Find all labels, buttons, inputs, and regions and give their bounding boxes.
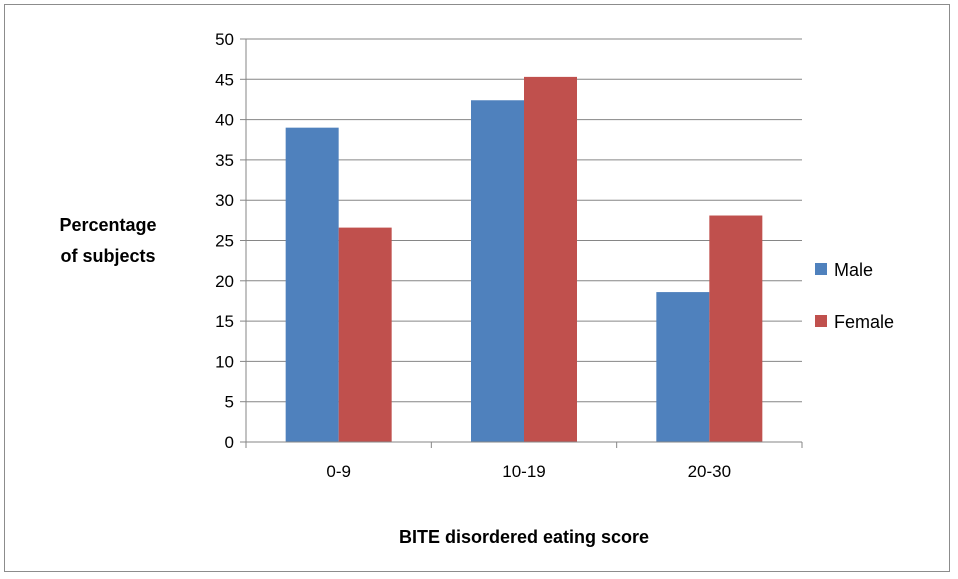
x-tick-labels: 0-9 10-19 20-30 — [326, 462, 731, 481]
bar-female-0-9 — [338, 227, 392, 442]
bar-female-20-30 — [709, 215, 763, 442]
legend-swatch-female — [815, 315, 827, 327]
y-tick-label: 20 — [215, 272, 234, 291]
y-tick-label: 25 — [215, 232, 234, 251]
legend: Male Female — [815, 260, 894, 332]
bars — [285, 76, 763, 443]
y-tick-label: 30 — [215, 191, 234, 210]
y-axis-title-line-1: Percentage — [59, 215, 156, 235]
y-tick-label: 50 — [215, 30, 234, 49]
y-tick-label: 0 — [225, 433, 234, 452]
y-tick-label: 45 — [215, 70, 234, 89]
y-tick-labels: 0 5 10 15 20 25 30 35 40 45 50 — [215, 30, 234, 452]
legend-label-male: Male — [834, 260, 873, 280]
legend-label-female: Female — [834, 312, 894, 332]
y-tick-label: 5 — [225, 393, 234, 412]
y-tick-label: 15 — [215, 312, 234, 331]
y-tick-label: 10 — [215, 352, 234, 371]
x-tick-label: 10-19 — [502, 462, 545, 481]
y-tick-label: 40 — [215, 111, 234, 130]
bar-male-0-9 — [285, 127, 339, 442]
x-axis-title: BITE disordered eating score — [399, 527, 649, 547]
y-tick-label: 35 — [215, 151, 234, 170]
bar-male-10-19 — [471, 100, 524, 443]
legend-swatch-male — [815, 263, 827, 275]
x-tick-label: 20-30 — [688, 462, 731, 481]
bar-female-10-19 — [524, 76, 577, 442]
x-tick-label: 0-9 — [326, 462, 351, 481]
axes — [240, 38, 803, 448]
bar-male-20-30 — [656, 292, 710, 442]
y-axis-title-line-2: of subjects — [60, 246, 155, 266]
